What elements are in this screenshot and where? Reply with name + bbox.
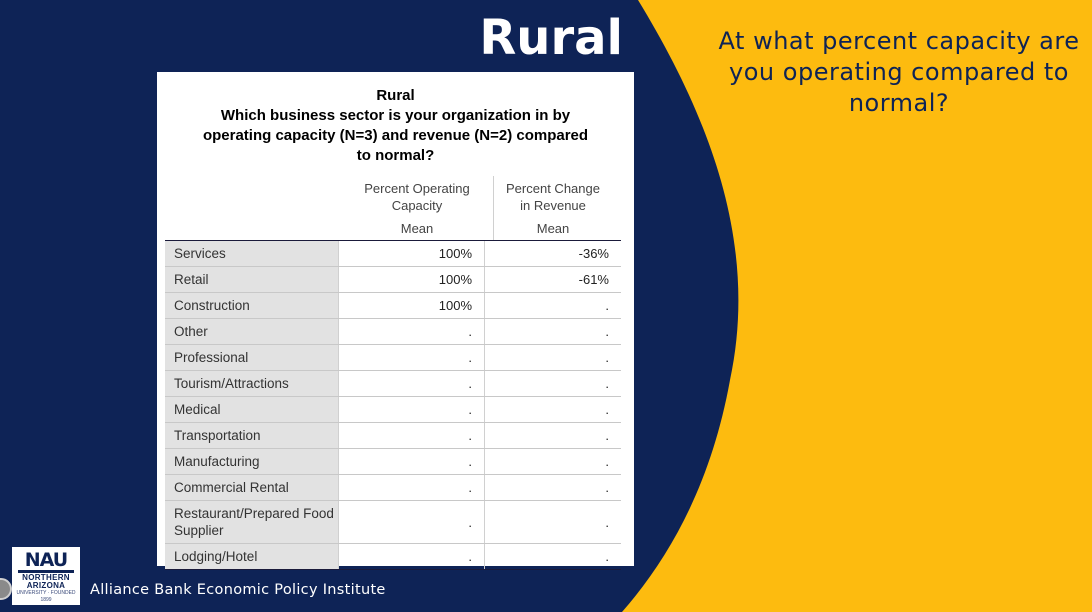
logo-text: NAU: [24, 549, 68, 571]
table-title-line: Rural: [376, 87, 415, 104]
column-divider: [493, 176, 494, 240]
capacity-value: .: [338, 544, 484, 569]
footer-institute-name: Alliance Bank Economic Policy Institute: [90, 582, 386, 598]
header-rule: [165, 240, 621, 241]
row-label: Retail: [165, 267, 338, 292]
column-header-line: Capacity: [391, 198, 443, 213]
revenue-value: .: [484, 423, 621, 448]
revenue-value: .: [484, 397, 621, 422]
column-header-line: Percent Operating: [364, 181, 470, 196]
row-label: Medical: [165, 397, 338, 422]
revenue-value: .: [484, 501, 621, 543]
logo-divider: [18, 570, 74, 573]
table-title-line: operating capacity (N=3) and revenue (N=…: [202, 127, 589, 144]
capacity-value: .: [338, 449, 484, 474]
table-row: Medical . .: [165, 397, 621, 423]
capacity-value: .: [338, 501, 484, 543]
revenue-value: .: [484, 293, 621, 318]
logo-text: UNIVERSITY · FOUNDED 1899: [16, 590, 76, 603]
capacity-value: .: [338, 371, 484, 396]
revenue-value: .: [484, 475, 621, 500]
row-label: Lodging/Hotel: [165, 544, 338, 569]
capacity-value: .: [338, 475, 484, 500]
table-body: Services 100% -36% Retail 100% -61% Cons…: [165, 241, 621, 570]
question-text: At what percent capacity are you operati…: [718, 27, 1080, 117]
column-subheader-mean: Mean: [400, 221, 434, 236]
logo-text: ARIZONA: [26, 581, 66, 590]
capacity-value: .: [338, 423, 484, 448]
row-label: Commercial Rental: [165, 475, 338, 500]
row-label: Professional: [165, 345, 338, 370]
row-label: Services: [165, 241, 338, 266]
column-header-line: in Revenue: [520, 198, 586, 213]
capacity-value: .: [338, 397, 484, 422]
revenue-value: .: [484, 449, 621, 474]
row-label: Restaurant/Prepared Food Supplier: [165, 501, 338, 543]
capacity-value: 100%: [338, 267, 484, 292]
revenue-value: .: [484, 319, 621, 344]
table-row: Manufacturing . .: [165, 449, 621, 475]
nau-logo: NAU NORTHERN ARIZONA UNIVERSITY · FOUNDE…: [12, 547, 80, 605]
revenue-value: .: [484, 544, 621, 569]
table-row: Retail 100% -61%: [165, 267, 621, 293]
capacity-value: .: [338, 319, 484, 344]
table-row: Restaurant/Prepared Food Supplier . .: [165, 501, 621, 544]
table-title-line: Which business sector is your organizati…: [220, 107, 571, 124]
table-row: Lodging/Hotel . .: [165, 544, 621, 570]
table-row: Construction 100% .: [165, 293, 621, 319]
table-row: Professional . .: [165, 345, 621, 371]
logo-text: NORTHERN: [22, 573, 70, 582]
capacity-value: 100%: [338, 241, 484, 266]
table-row: Transportation . .: [165, 423, 621, 449]
column-subheader-mean: Mean: [536, 221, 570, 236]
slide-title: Rural: [479, 10, 623, 66]
row-label: Construction: [165, 293, 338, 318]
column-header-line: Percent Change: [506, 181, 600, 196]
table-row: Commercial Rental . .: [165, 475, 621, 501]
revenue-value: .: [484, 345, 621, 370]
row-label: Manufacturing: [165, 449, 338, 474]
table-title: Rural Which business sector is your orga…: [157, 86, 634, 166]
column-header-revenue: Percent Change in Revenue Mean: [494, 180, 612, 237]
table-row: Other . .: [165, 319, 621, 345]
table-title-line: to normal?: [356, 147, 435, 164]
table-row: Services 100% -36%: [165, 241, 621, 267]
revenue-value: -36%: [484, 241, 621, 266]
revenue-value: .: [484, 371, 621, 396]
table-row: Tourism/Attractions . .: [165, 371, 621, 397]
results-table: Rural Which business sector is your orga…: [157, 72, 634, 570]
row-label: Tourism/Attractions: [165, 371, 338, 396]
capacity-value: .: [338, 345, 484, 370]
row-label: Transportation: [165, 423, 338, 448]
capacity-value: 100%: [338, 293, 484, 318]
revenue-value: -61%: [484, 267, 621, 292]
row-label: Other: [165, 319, 338, 344]
column-header-capacity: Percent Operating Capacity Mean: [347, 180, 487, 237]
